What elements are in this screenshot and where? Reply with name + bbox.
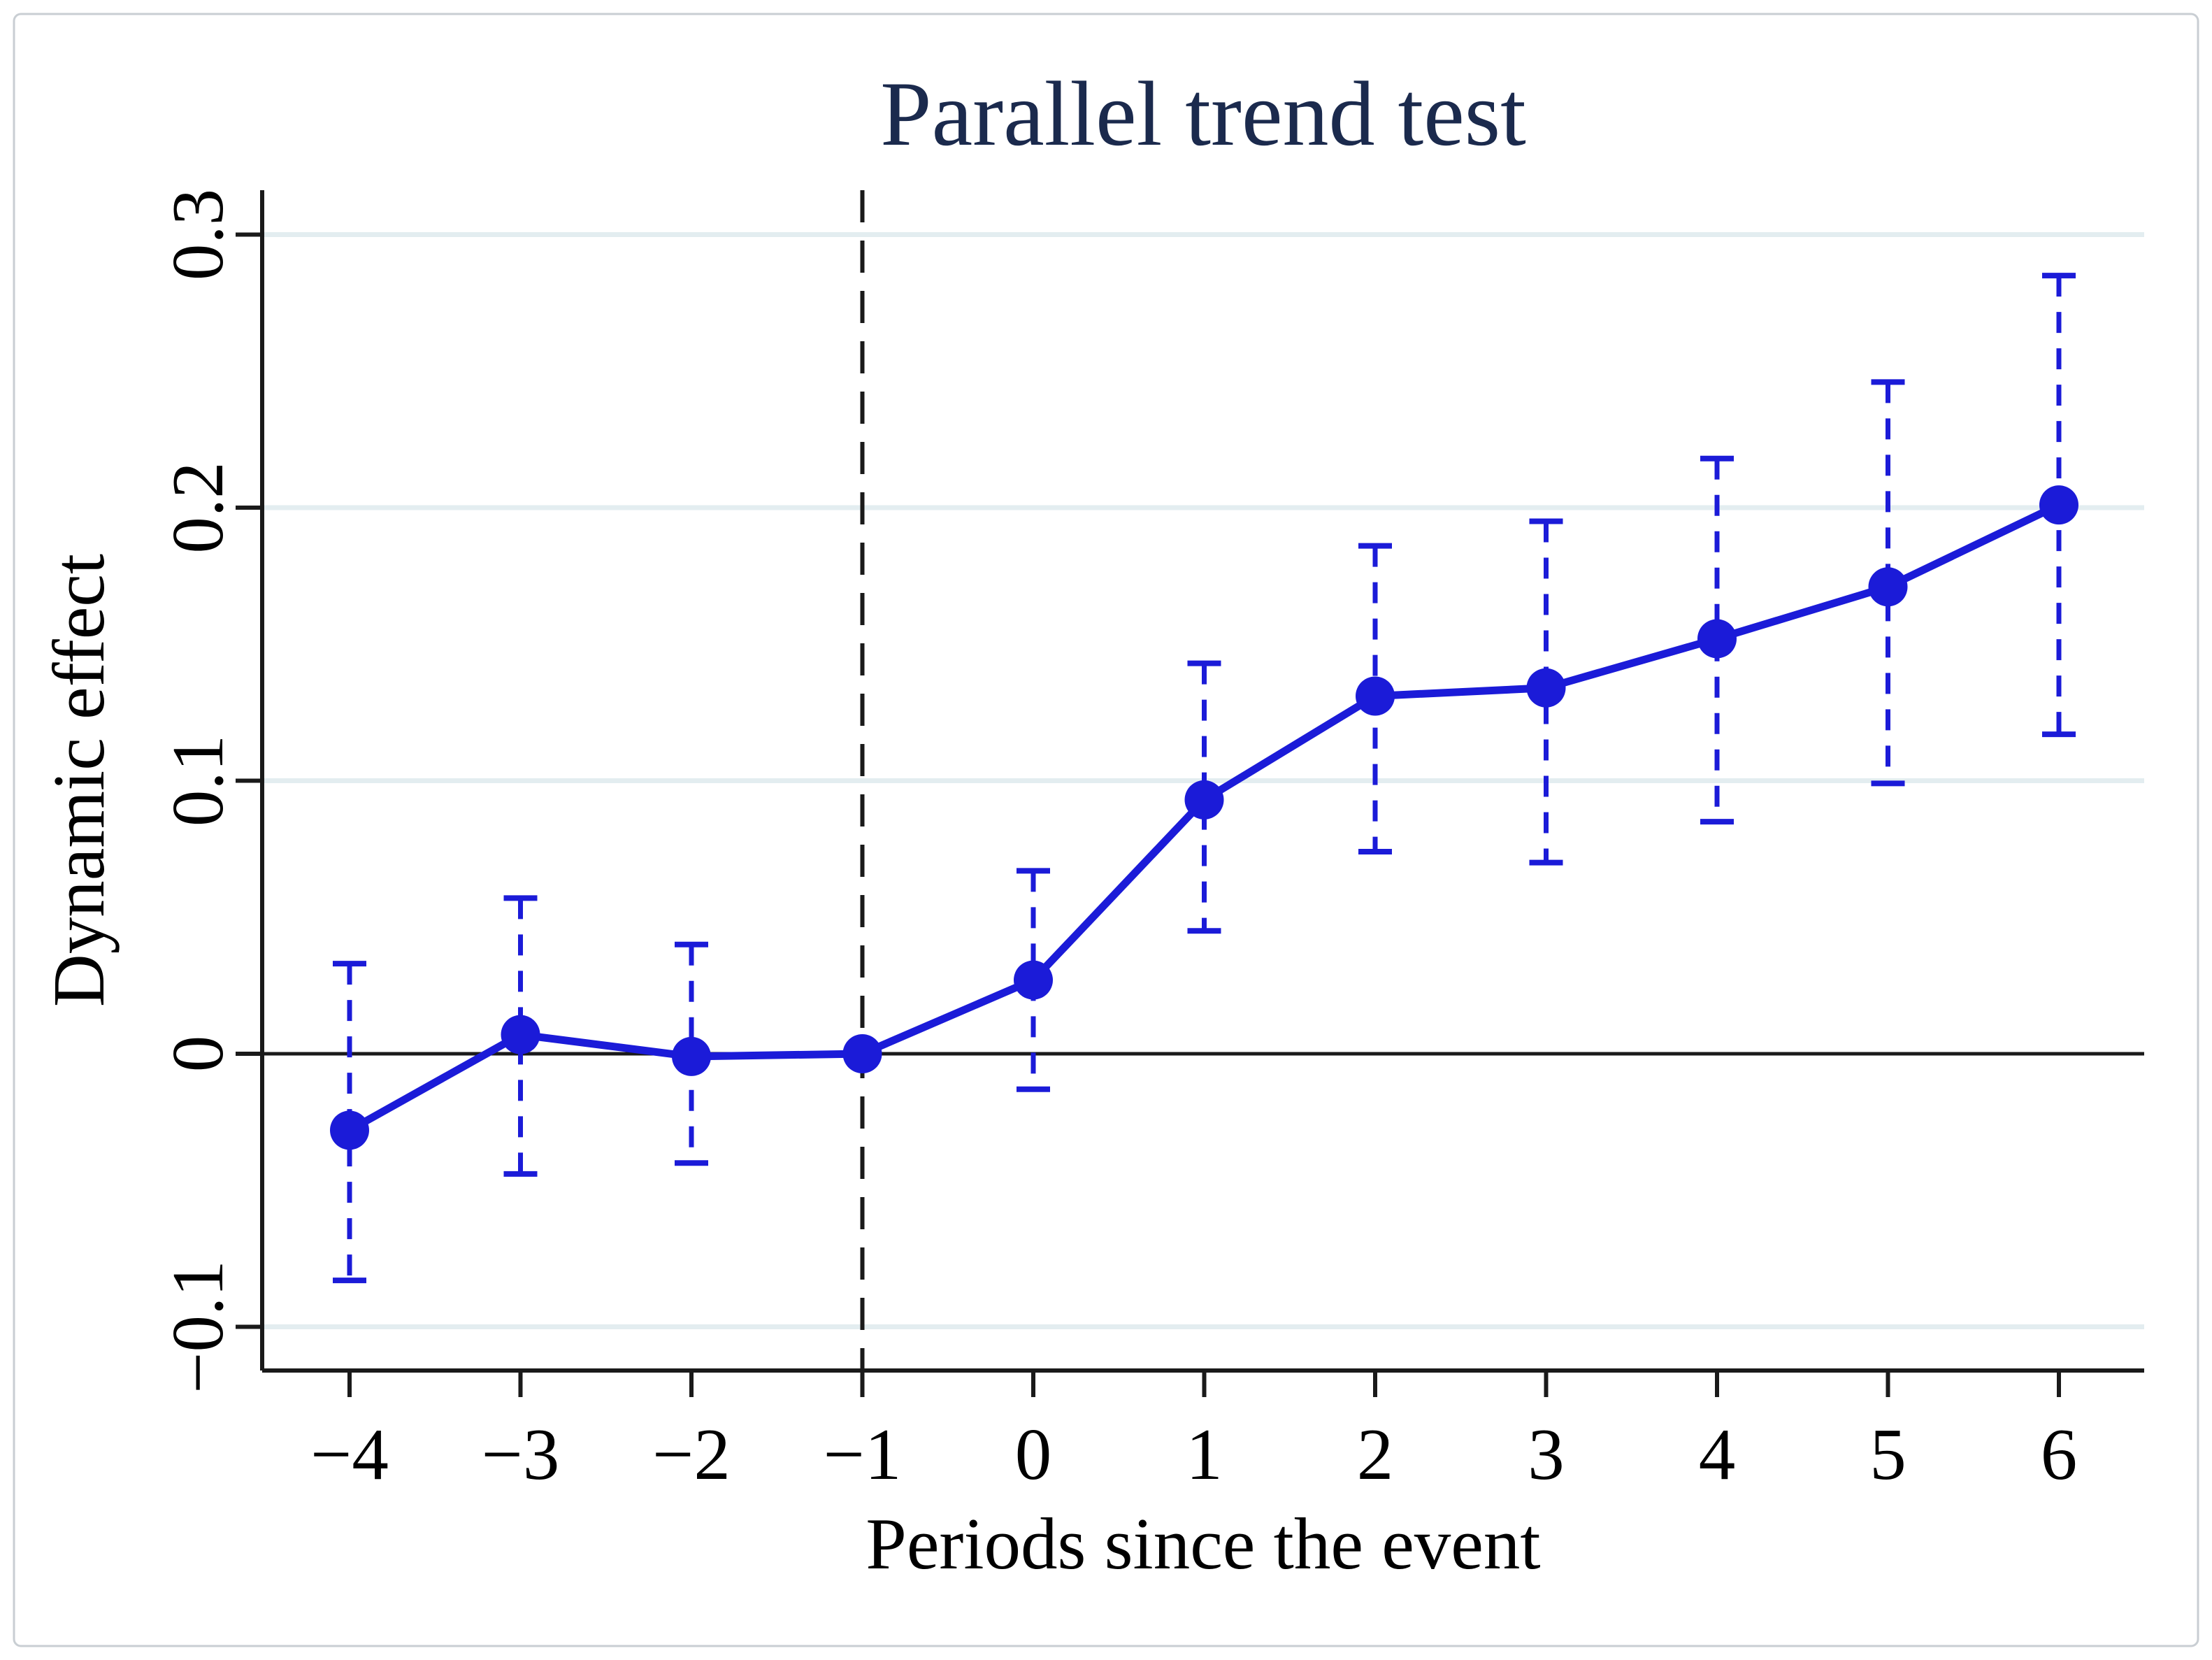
x-tick-label: 3 xyxy=(1528,1413,1565,1495)
x-axis-title: Periods since the event xyxy=(866,1503,1540,1584)
data-point-marker xyxy=(1526,668,1566,708)
data-point-marker xyxy=(330,1110,369,1150)
y-tick-label: 0 xyxy=(157,1036,238,1073)
x-tick-label: −4 xyxy=(310,1413,389,1495)
y-tick-label: 0.2 xyxy=(157,461,238,553)
x-tick-label: 4 xyxy=(1699,1413,1736,1495)
y-tick-label: 0.3 xyxy=(157,189,238,280)
x-tick-label: −2 xyxy=(652,1413,731,1495)
data-point-marker xyxy=(1868,567,1908,607)
data-point-marker xyxy=(501,1015,540,1054)
error-bars-layer xyxy=(333,273,2076,1284)
axes-layer: 0.3 0.2 0.1 0 −0.1 −4 −3 −2 −1 0 1 2 3 4 5 6 xyxy=(157,189,2144,1495)
x-tick-label: 0 xyxy=(1015,1413,1052,1495)
x-tick-label: 1 xyxy=(1186,1413,1223,1495)
x-tick-label: −3 xyxy=(482,1413,560,1495)
x-tick-label: 2 xyxy=(1357,1413,1394,1495)
data-point-marker xyxy=(842,1034,882,1073)
x-tick-label: 5 xyxy=(1869,1413,1906,1495)
chart-title: Parallel trend test xyxy=(880,62,1526,165)
data-point-marker xyxy=(1697,619,1737,659)
figure-border xyxy=(13,13,2199,1647)
y-tick-label: 0.1 xyxy=(157,735,238,827)
series-layer xyxy=(330,485,2078,1150)
y-tick-label: −0.1 xyxy=(157,1260,238,1393)
reference-lines-layer xyxy=(262,190,2144,1371)
x-tick-label: −1 xyxy=(824,1413,902,1495)
data-point-marker xyxy=(1184,780,1224,820)
data-point-marker xyxy=(1014,960,1053,1000)
data-point-marker xyxy=(1356,676,1395,716)
x-tick-label: 6 xyxy=(2041,1413,2078,1495)
data-point-marker xyxy=(672,1036,711,1076)
y-axis-title: Dynamic effect xyxy=(38,554,120,1007)
data-point-marker xyxy=(2039,485,2078,525)
